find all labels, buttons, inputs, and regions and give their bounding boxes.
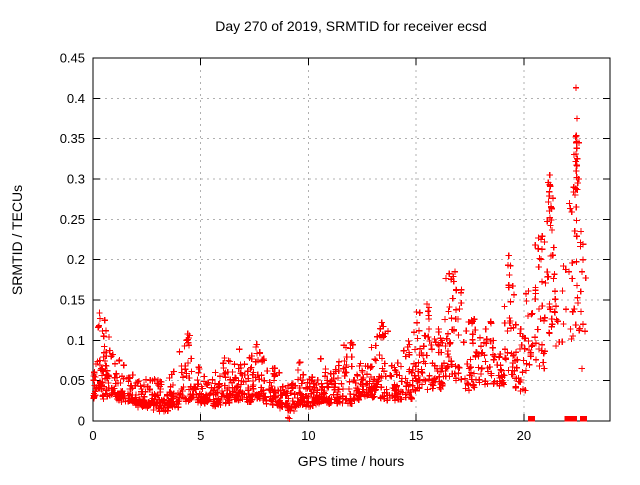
y-tick-label: 0.4 — [67, 91, 85, 106]
x-tick-label: 15 — [409, 428, 423, 443]
y-tick-label: 0.35 — [60, 131, 85, 146]
y-tick-label: 0.3 — [67, 172, 85, 187]
zero-cluster-markers — [527, 416, 587, 422]
x-tick-label: 20 — [517, 428, 531, 443]
zero-cluster-marker — [527, 416, 535, 422]
x-tick-label: 10 — [301, 428, 315, 443]
y-tick-label: 0 — [78, 414, 85, 429]
data-points — [90, 84, 589, 422]
chart-title: Day 270 of 2019, SRMTID for receiver ecs… — [215, 18, 487, 34]
y-tick-label: 0.45 — [60, 51, 85, 66]
x-tick-label: 5 — [197, 428, 204, 443]
zero-cluster-marker — [564, 416, 572, 422]
plot-border — [92, 57, 611, 422]
x-axis-label: GPS time / hours — [298, 453, 405, 469]
zero-cluster-marker — [569, 416, 577, 422]
y-tick-label: 0.1 — [67, 333, 85, 348]
y-tick-label: 0.15 — [60, 293, 85, 308]
y-tick-label: 0.05 — [60, 373, 85, 388]
x-tick-label: 0 — [89, 428, 96, 443]
y-tick-label: 0.2 — [67, 252, 85, 267]
zero-cluster-marker — [579, 416, 587, 422]
y-tick-label: 0.25 — [60, 212, 85, 227]
y-axis-label: SRMTID / TECUs — [9, 185, 25, 295]
